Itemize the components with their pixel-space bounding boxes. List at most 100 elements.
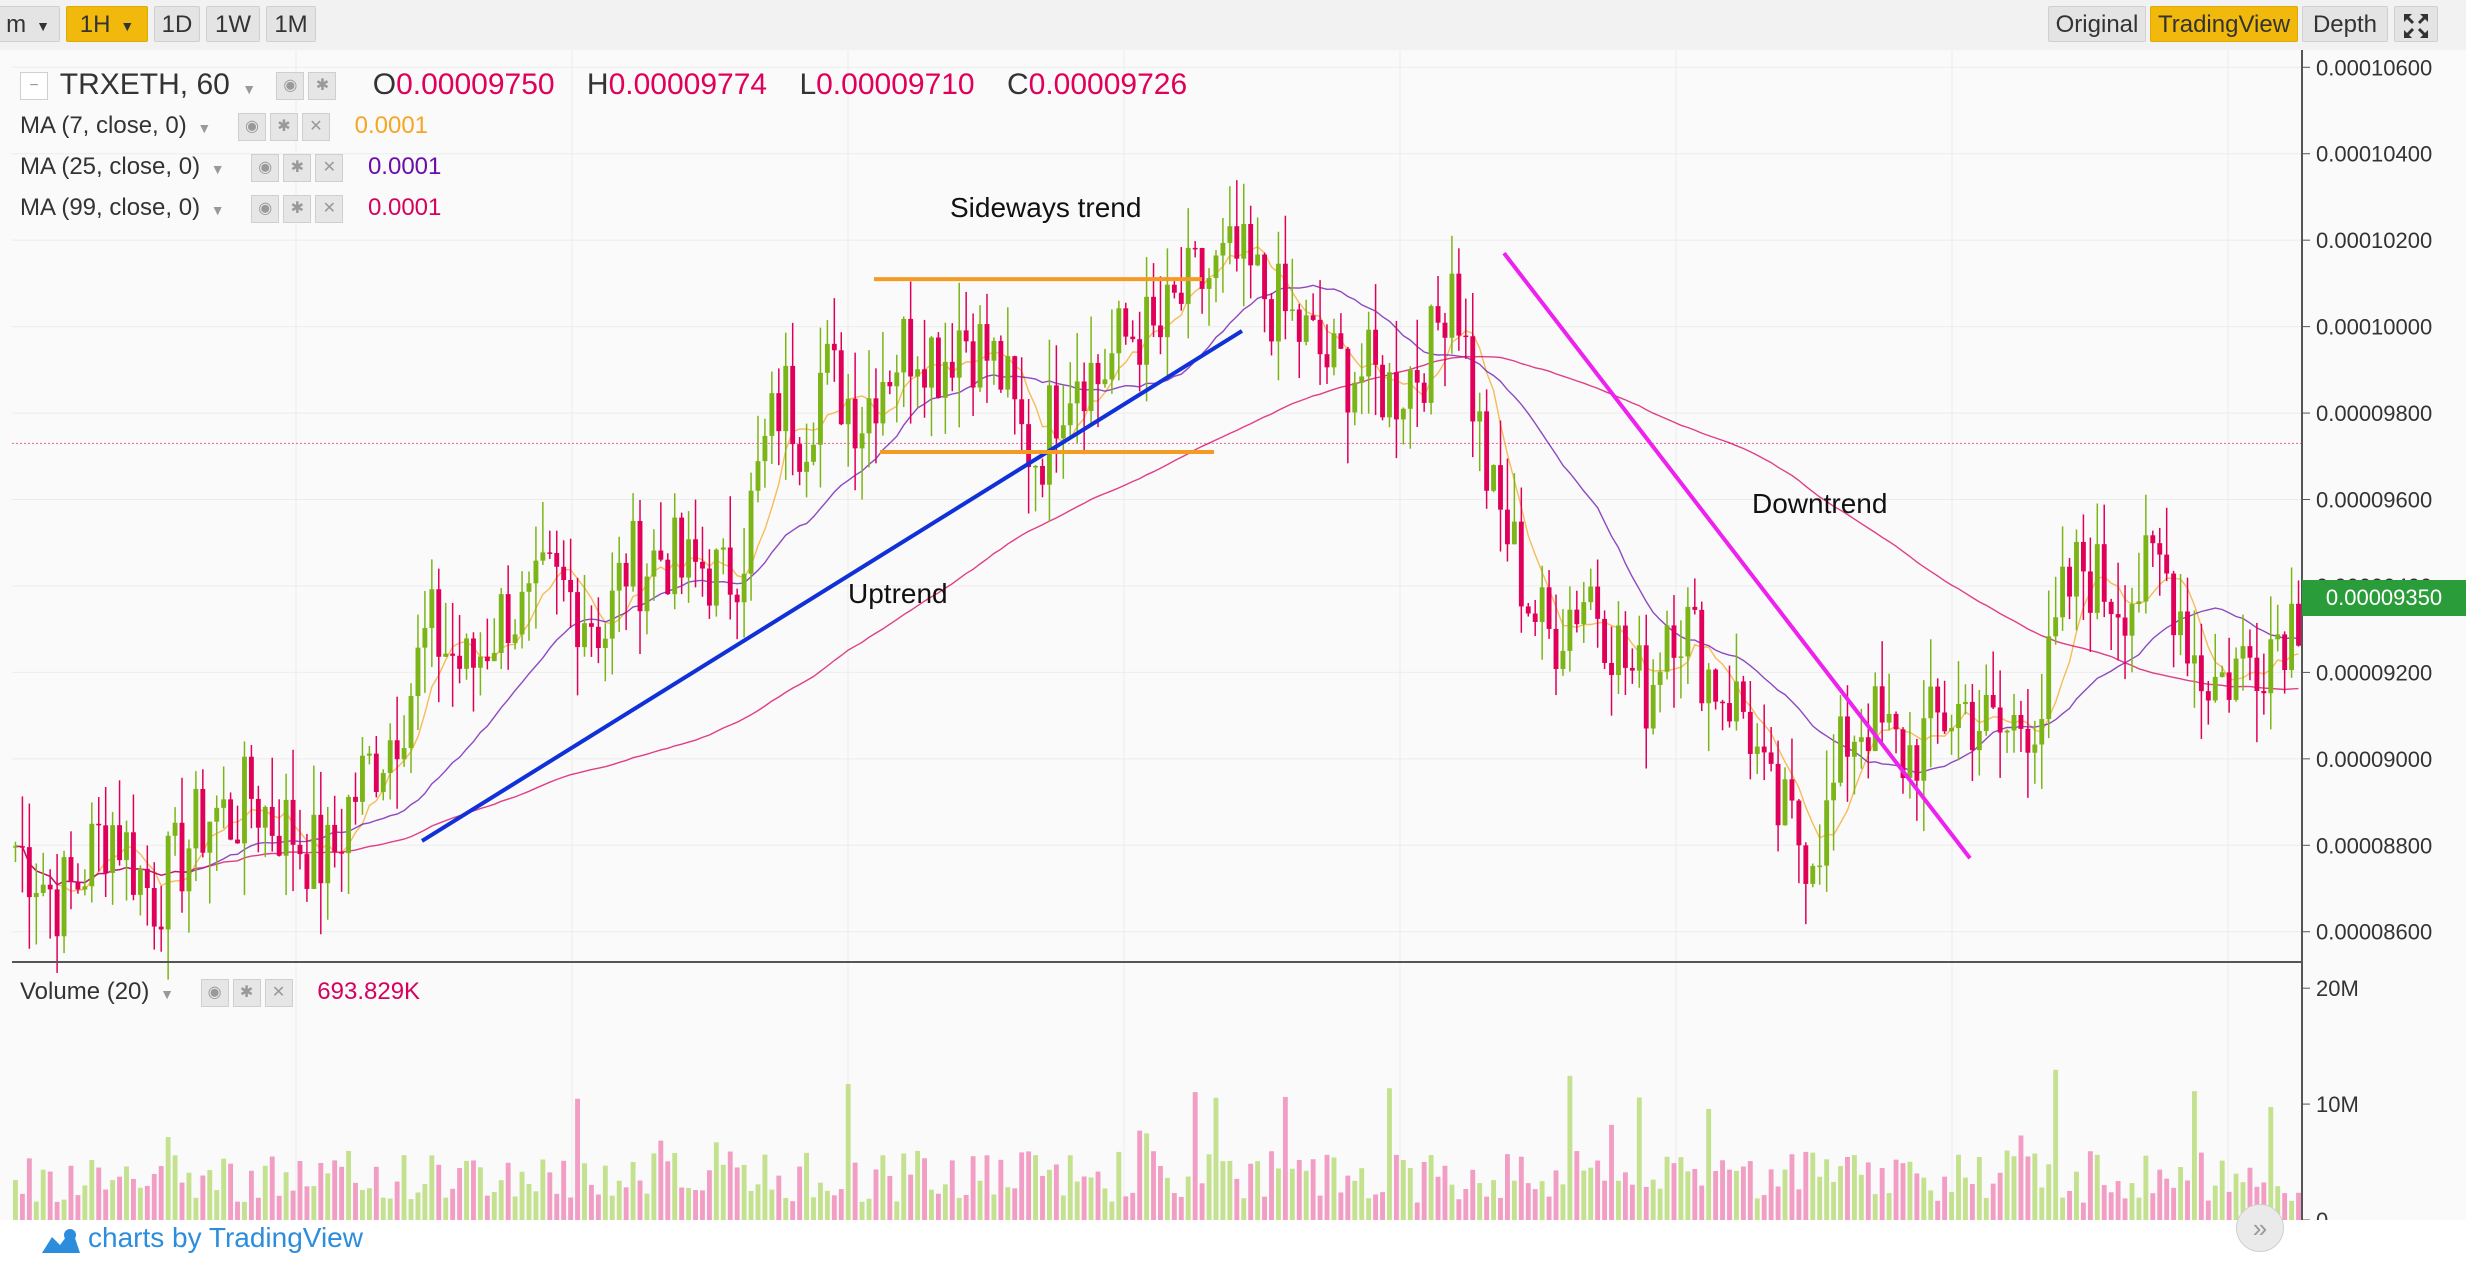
price-axis-label: 0.00010600	[2316, 55, 2432, 80]
close-label: C	[1006, 68, 1029, 101]
volume-bar	[1428, 1155, 1434, 1220]
candle-down	[151, 887, 157, 927]
volume-bar	[1775, 1186, 1781, 1220]
volume-bar	[158, 1166, 164, 1220]
chevron-down-icon: ▼	[36, 17, 50, 34]
volume-bar	[748, 1190, 754, 1220]
close-icon[interactable]: ✕	[315, 153, 344, 182]
candle-up	[818, 372, 823, 445]
chart-svg[interactable]: 0.00010600 0.00010400 0.00010200 0.00010000…	[0, 50, 2466, 1220]
candle-down	[1380, 364, 1385, 418]
ma99-value: 0.0001	[367, 194, 442, 221]
volume-bar	[949, 1160, 955, 1220]
candle-up	[1886, 713, 1892, 723]
eye-icon[interactable]: ◉	[200, 978, 229, 1007]
gear-icon[interactable]: ✱	[283, 194, 312, 223]
eye-icon[interactable]: ◉	[251, 153, 280, 182]
eye-icon[interactable]: ◉	[237, 112, 266, 141]
interval-1d-button[interactable]: 1D	[154, 6, 200, 42]
interval-1h-dropdown[interactable]: 1H ▼	[66, 6, 148, 42]
candle-up	[1539, 587, 1545, 622]
candle-down	[679, 517, 685, 578]
chevron-down-icon[interactable]: ▼	[210, 161, 225, 177]
volume-bar	[2275, 1186, 2281, 1220]
view-tradingview-button[interactable]: TradingView	[2150, 6, 2298, 42]
volume-bar	[623, 1187, 629, 1220]
close-icon[interactable]: ✕	[301, 112, 330, 141]
candle-up	[221, 799, 227, 808]
candle-down	[2115, 614, 2121, 618]
volume-bar	[1532, 1189, 1538, 1220]
moving-average-lines	[15, 245, 2299, 893]
candle-down	[332, 824, 338, 853]
symbol-name: TRXETH, 60	[59, 68, 230, 101]
volume-bar	[1803, 1151, 1809, 1220]
chevron-down-icon[interactable]: ▼	[242, 81, 257, 97]
candle-down	[693, 539, 698, 562]
interval-minutes-label: m	[6, 11, 27, 38]
interval-1m-button[interactable]: 1M	[266, 6, 316, 42]
chart-area[interactable]: 0.00010600 0.00010400 0.00010200 0.00010000…	[0, 50, 2466, 1253]
volume-bar	[2164, 1178, 2170, 1220]
volume-bar	[1407, 1167, 1413, 1220]
volume-bar	[339, 1166, 345, 1220]
candle-up	[720, 547, 726, 550]
volume-bar	[887, 1176, 893, 1220]
candle-down	[276, 835, 282, 856]
volume-bar	[103, 1189, 109, 1220]
eye-icon[interactable]: ◉	[276, 72, 305, 101]
close-icon[interactable]: ✕	[264, 978, 293, 1007]
volume-bar	[1366, 1198, 1372, 1220]
candle-down	[297, 844, 303, 855]
volume-bar	[922, 1158, 927, 1220]
volume-bar	[325, 1173, 331, 1220]
gear-icon[interactable]: ✱	[269, 112, 298, 141]
candle-down	[2198, 655, 2204, 692]
candle-up	[1560, 650, 1566, 670]
gear-icon[interactable]: ✱	[232, 978, 261, 1007]
close-icon[interactable]: ✕	[315, 194, 344, 223]
view-original-button[interactable]: Original	[2048, 6, 2146, 42]
scroll-to-realtime-button[interactable]: »	[2236, 1204, 2284, 1252]
volume-bar	[2192, 1091, 2197, 1220]
candle-down	[949, 361, 955, 378]
tradingview-branding[interactable]: charts by TradingView	[40, 1222, 363, 1255]
gear-icon[interactable]: ✱	[308, 72, 337, 101]
volume-bar	[346, 1150, 351, 1220]
candle-down	[117, 825, 122, 861]
collapse-icon[interactable]: −	[20, 72, 48, 101]
candle-up	[769, 393, 775, 436]
candle-down	[568, 580, 574, 593]
candle-up	[1685, 606, 1691, 657]
chevron-down-icon[interactable]: ▼	[197, 120, 212, 136]
chevron-down-icon[interactable]: ▼	[210, 202, 225, 218]
candlesticks	[13, 180, 2301, 980]
volume-bar	[1678, 1157, 1684, 1220]
chevron-down-icon[interactable]: ▼	[160, 986, 174, 1002]
candle-down	[935, 337, 941, 398]
candle-up	[1289, 309, 1295, 312]
candle-up	[1567, 609, 1573, 651]
view-depth-button[interactable]: Depth	[2302, 6, 2388, 42]
candle-up	[61, 857, 67, 937]
volume-bar	[318, 1162, 324, 1220]
candle-down	[179, 822, 185, 892]
candle-up	[2240, 646, 2246, 659]
volume-bar	[790, 1201, 796, 1220]
volume-value: 693.829K	[317, 978, 421, 1005]
fullscreen-icon[interactable]	[2394, 6, 2438, 42]
gear-icon[interactable]: ✱	[283, 153, 312, 182]
candle-down	[144, 868, 150, 888]
candle-up	[186, 848, 192, 892]
volume-bar	[1511, 1180, 1517, 1220]
volume-bar	[262, 1165, 268, 1220]
volume-bar	[644, 1193, 650, 1220]
volume-bar	[19, 1193, 25, 1220]
interval-minutes-dropdown[interactable]: m ▼	[0, 6, 60, 42]
candle-down	[1505, 509, 1510, 545]
candle-up	[2289, 603, 2295, 671]
volume-bar	[1220, 1161, 1226, 1220]
price-axis-label: 0.00010400	[2316, 142, 2432, 167]
eye-icon[interactable]: ◉	[251, 194, 280, 223]
interval-1w-button[interactable]: 1W	[206, 6, 260, 42]
